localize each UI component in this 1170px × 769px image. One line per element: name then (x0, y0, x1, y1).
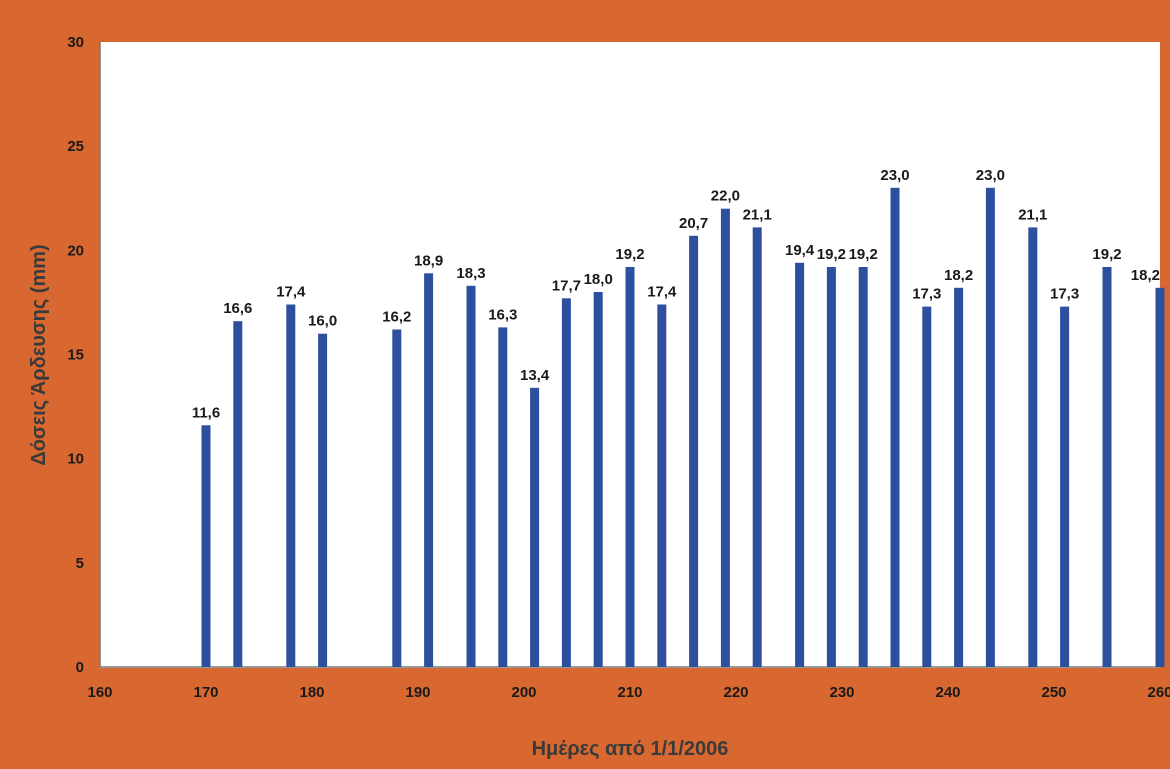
y-tick-label-2: 10 (67, 451, 84, 468)
data-label-25: 19,2 (1092, 246, 1121, 263)
data-label-17: 19,2 (817, 246, 846, 263)
x-tick-label-3: 190 (405, 684, 430, 701)
x-tick-label-0: 160 (87, 684, 112, 701)
data-label-15: 21,1 (743, 206, 772, 223)
y-axis-title: Δόσεις Άρδευσης (mm) (28, 244, 50, 465)
data-label-6: 18,3 (456, 265, 485, 282)
x-axis-title: Ημέρες από 1/1/2006 (532, 738, 729, 760)
y-tick-label-1: 5 (76, 555, 84, 572)
data-label-8: 13,4 (520, 367, 550, 384)
data-label-4: 16,2 (382, 309, 411, 326)
data-label-20: 17,3 (912, 286, 941, 303)
x-tick-label-4: 200 (511, 684, 536, 701)
bar-8 (530, 387, 540, 667)
data-label-7: 16,3 (488, 306, 517, 323)
data-label-2: 17,4 (276, 284, 306, 301)
y-tick-labels-group: 0 5 10 15 20 25 30 (67, 34, 84, 676)
bar-0 (201, 425, 211, 667)
data-label-11: 19,2 (615, 246, 644, 263)
y-tick-label-4: 20 (67, 242, 84, 259)
data-label-24: 17,3 (1050, 286, 1079, 303)
bar-4 (392, 329, 402, 667)
data-label-22: 23,0 (976, 167, 1005, 184)
data-label-26: 18,2 (1131, 267, 1160, 284)
x-tick-label-5: 210 (617, 684, 642, 701)
y-tick-label-0: 0 (76, 659, 84, 676)
data-label-19: 23,0 (880, 167, 909, 184)
data-label-14: 22,0 (711, 188, 740, 205)
bar-19 (890, 187, 900, 668)
y-tick-label-3: 15 (67, 347, 84, 364)
bar-18 (858, 267, 868, 667)
bar-13 (689, 235, 699, 668)
data-label-13: 20,7 (679, 215, 708, 232)
x-tick-label-6: 220 (723, 684, 748, 701)
bar-14 (720, 208, 730, 667)
bar-7 (498, 327, 508, 667)
bar-17 (826, 267, 836, 667)
bar-9 (561, 298, 571, 668)
y-tick-label-5: 25 (67, 138, 84, 155)
y-tick-label-6: 30 (67, 34, 84, 51)
data-labels-group: 11,616,617,416,0 16,218,918,316,313,417,7… (192, 167, 1160, 421)
data-label-16: 19,4 (785, 242, 815, 259)
bar-2 (286, 304, 296, 667)
bar-3 (318, 333, 328, 667)
bar-15 (752, 227, 762, 667)
x-tick-label-8: 240 (935, 684, 960, 701)
data-label-23: 21,1 (1018, 206, 1047, 223)
data-label-5: 18,9 (414, 252, 443, 269)
data-label-12: 17,4 (647, 284, 677, 301)
x-tick-labels-group: 160 170 180 190 200 210 220 230 240 250 260 (87, 684, 1170, 701)
bar-22 (985, 187, 995, 668)
bar-11 (625, 267, 635, 667)
data-label-10: 18,0 (584, 271, 613, 288)
bar-10 (593, 292, 603, 667)
bar-1 (233, 321, 243, 667)
data-label-9: 17,7 (552, 277, 581, 294)
data-label-1: 16,6 (223, 300, 252, 317)
x-tick-label-2: 180 (299, 684, 324, 701)
data-label-21: 18,2 (944, 267, 973, 284)
bar-16 (795, 262, 805, 667)
bar-25 (1102, 267, 1112, 667)
data-label-0: 11,6 (192, 404, 220, 421)
bar-12 (657, 304, 667, 667)
bar-5 (424, 273, 434, 668)
bars-group (201, 187, 1165, 668)
data-label-18: 19,2 (849, 246, 878, 263)
bar-21 (954, 287, 964, 667)
bar-6 (466, 285, 476, 668)
data-label-3: 16,0 (308, 313, 337, 330)
bar-20 (922, 306, 932, 667)
bar-23 (1028, 227, 1038, 667)
bar-24 (1060, 306, 1070, 667)
x-tick-label-10: 260 (1147, 684, 1170, 701)
x-tick-label-7: 230 (829, 684, 854, 701)
x-tick-label-1: 170 (193, 684, 218, 701)
x-tick-label-9: 250 (1041, 684, 1066, 701)
bar-26 (1155, 287, 1165, 667)
